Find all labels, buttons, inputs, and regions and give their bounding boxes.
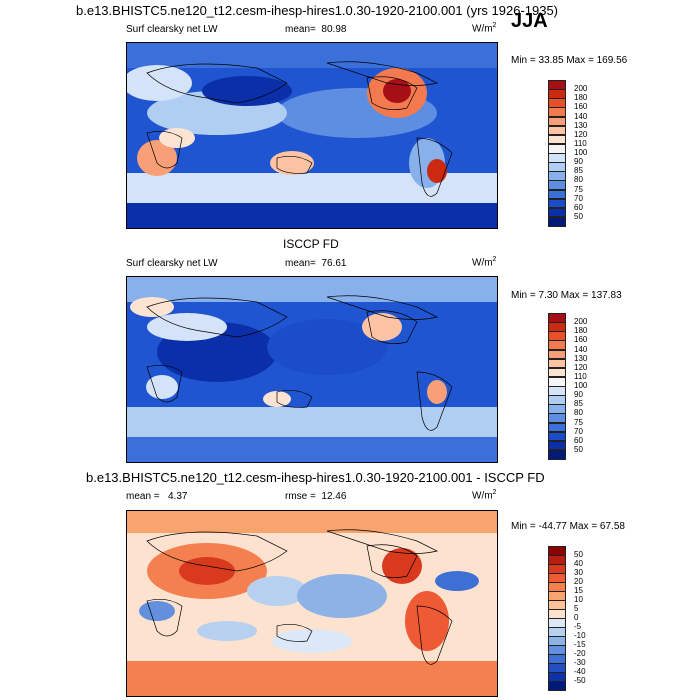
panel3-units-exp: 2 [492,489,497,496]
panel1-map-svg [127,43,497,228]
panel2-map [126,276,498,463]
panel3-title: b.e13.BHISTC5.ne120_t12.cesm-ihesp-hires… [86,470,545,485]
panel2-units: W/m2 [472,256,496,268]
colorbar-tick-label: 200 [574,84,588,94]
colorbar-tick-label: -15 [574,640,586,649]
panel2-colorbar: 200 180 160 140 130 120 110 100 90 85 80 75 70 60 50 [548,313,608,460]
colorbar-tick-label: 110 [574,138,587,148]
colorbar-tick-label: 15 [574,586,583,595]
colorbar-tick-label: 130 [574,353,588,363]
panel1-units: W/m2 [472,22,496,34]
colorbar-tick-label: 75 [574,417,583,427]
colorbar-swatch [548,216,566,227]
panel1-mean: mean= 80.98 [285,24,346,35]
panel2-units-base: W/m [472,257,493,269]
panel3-rmse: rmse = 12.46 [285,491,346,502]
panel1-mean-value: 80.98 [321,24,347,35]
colorbar-tick-label: -5 [574,622,582,631]
colorbar-tick-label: 75 [574,184,583,194]
colorbar-tick-label: 85 [574,399,583,409]
colorbar-tick-label: 120 [574,129,588,139]
panel2-map-svg [127,277,497,462]
colorbar-tick-label: 50 [574,550,583,559]
colorbar-tick-label: 5 [574,604,579,613]
panel1-colorbar: 200 180 160 140 130 120 110 100 90 85 80 75 70 60 50 [548,80,608,227]
panel1-units-base: W/m [472,23,493,35]
colorbar-tick-label: 200 [574,317,588,327]
colorbar-tick-label: 160 [574,102,588,112]
colorbar-tick-label: 30 [574,568,583,577]
colorbar-tick-label: 70 [574,426,583,436]
panel3-rmse-label: rmse = [285,491,316,502]
panel2-mean-value: 76.61 [321,258,347,269]
colorbar-tick-label: 80 [574,408,583,418]
colorbar-tick-label: 180 [574,93,588,103]
colorbar-tick-label: 130 [574,120,588,130]
colorbar-tick-label: 85 [574,166,583,176]
colorbar-tick-label: 90 [574,390,583,400]
panel3-mean-label: mean = [126,491,160,502]
panel3-rmse-value: 12.46 [321,491,347,502]
colorbar-tick-label: 100 [574,381,588,390]
colorbar-tick-label: -40 [574,667,586,676]
panel1-units-exp: 2 [492,22,497,29]
panel2-minmax: Min = 7.30 Max = 137.83 [511,290,622,301]
colorbar-tick-label: 120 [574,362,588,372]
colorbar-tick-label: 60 [574,435,583,445]
colorbar-tick-label: -50 [574,676,586,685]
colorbar-tick-label: 70 [574,193,583,203]
panel3-mean: mean = 4.37 [126,491,187,502]
colorbar-tick-label: 100 [574,148,588,157]
colorbar-swatch [548,449,566,460]
colorbar-tick-label: -30 [574,658,586,667]
panel3-map-svg [127,511,497,696]
colorbar-tick-label: 0 [574,613,579,622]
panel2-units-exp: 2 [492,256,497,263]
panel1-variable: Surf clearsky net LW [126,24,218,35]
colorbar-tick-label: 160 [574,335,588,345]
panel3-minmax: Min = -44.77 Max = 67.58 [511,521,625,532]
panel1-mean-label: mean= [285,24,316,35]
colorbar-tick-label: 180 [574,326,588,336]
panel2-mean-label: mean= [285,258,316,269]
colorbar-tick-label: -10 [574,631,586,640]
colorbar-tick-label: 90 [574,157,583,167]
colorbar-tick-label: 80 [574,175,583,185]
panel3-map [126,510,498,697]
colorbar-tick-label: 60 [574,202,583,212]
panel3-colorbar: 50 40 30 20 15 10 5 0 -5 -10 -15 -20 -30 -40 -50 [548,546,608,691]
colorbar-tick-label: 140 [574,111,588,121]
colorbar-tick-label: 40 [574,559,583,568]
panel3-mean-value: 4.37 [167,491,188,502]
colorbar-swatch [548,681,566,691]
colorbar-tick-label: 50 [574,444,583,454]
panel2-mean: mean= 76.61 [285,258,346,269]
panel2-title: ISCCP FD [283,237,339,251]
season-label: JJA [511,10,548,32]
colorbar-tick-label: -20 [574,649,586,658]
colorbar-tick-label: 110 [574,371,587,381]
panel1-map [126,42,498,229]
colorbar-tick-label: 140 [574,344,588,354]
colorbar-tick-label: 10 [574,595,583,604]
panel2-variable: Surf clearsky net LW [126,258,218,269]
panel3-units: W/m2 [472,489,496,501]
colorbar-tick-label: 50 [574,211,583,221]
panel1-minmax: Min = 33.85 Max = 169.56 [511,55,628,66]
panel3-units-base: W/m [472,490,493,502]
panel1-title: b.e13.BHISTC5.ne120_t12.cesm-ihesp-hires… [76,3,559,18]
colorbar-tick-label: 20 [574,577,583,586]
